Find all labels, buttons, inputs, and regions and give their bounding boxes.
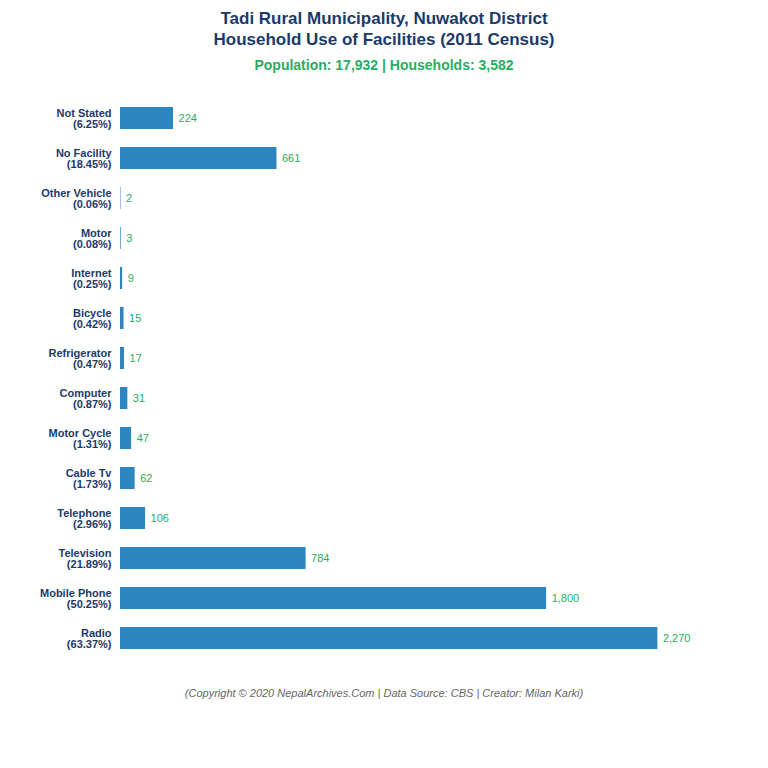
svg-text:62: 62 — [140, 472, 152, 484]
svg-text:Radio(63.37%): Radio(63.37%) — [67, 626, 112, 649]
svg-text:661: 661 — [282, 152, 300, 164]
svg-text:2,270: 2,270 — [663, 632, 691, 644]
svg-text:No Facility(18.45%): No Facility(18.45%) — [56, 146, 113, 169]
svg-text:Internet(0.25%): Internet(0.25%) — [71, 266, 112, 289]
svg-text:224: 224 — [179, 112, 197, 124]
svg-text:784: 784 — [311, 552, 329, 564]
svg-text:Not Stated(6.25%): Not Stated(6.25%) — [57, 106, 112, 129]
svg-text:Other Vehicle(0.06%): Other Vehicle(0.06%) — [41, 186, 112, 209]
svg-text:Refrigerator(0.47%): Refrigerator(0.47%) — [49, 346, 113, 369]
html-text:Tadi Rural Municipality, Nuwak: Tadi Rural Municipality, Nuwakot Distric… — [220, 9, 548, 28]
html-text:Population: 17,932 | Household: Population: 17,932 | Households: 3,582 — [254, 56, 514, 73]
svg-text:1,800: 1,800 — [552, 592, 580, 604]
svg-text:Motor Cycle(1.31%): Motor Cycle(1.31%) — [49, 426, 112, 449]
svg-text:9: 9 — [128, 272, 134, 284]
svg-text:106: 106 — [151, 512, 169, 524]
svg-text:Bicycle(0.42%): Bicycle(0.42%) — [73, 306, 112, 329]
svg-text:47: 47 — [137, 432, 149, 444]
html-text:Household Use of Facilities (2: Household Use of Facilities (2011 Census… — [213, 30, 555, 50]
svg-text:15: 15 — [129, 312, 141, 324]
svg-text:Motor(0.08%): Motor(0.08%) — [73, 226, 112, 249]
svg-text:Television(21.89%): Television(21.89%) — [59, 546, 112, 569]
svg-text:2: 2 — [126, 192, 132, 204]
svg-text:Computer(0.87%): Computer(0.87%) — [60, 386, 113, 409]
svg-text:Mobile Phone(50.25%): Mobile Phone(50.25%) — [40, 586, 112, 609]
svg-text:31: 31 — [133, 392, 145, 404]
svg-text:Cable Tv(1.73%): Cable Tv(1.73%) — [66, 466, 113, 489]
svg-text:3: 3 — [126, 232, 132, 244]
svg-text:17: 17 — [130, 352, 142, 364]
html-text:(Copyright © 2020 NepalArchive: (Copyright © 2020 NepalArchives.Com | Da… — [184, 686, 584, 699]
svg-text:Telephone(2.96%): Telephone(2.96%) — [57, 506, 112, 529]
